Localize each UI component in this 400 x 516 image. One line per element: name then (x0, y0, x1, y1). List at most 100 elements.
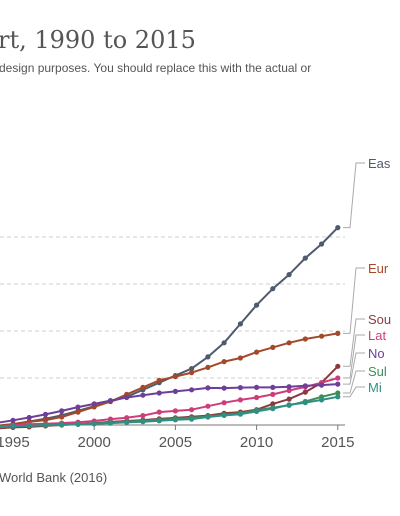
data-point (237, 385, 243, 391)
data-point (319, 241, 325, 247)
data-point (221, 340, 227, 346)
data-point (75, 404, 81, 410)
data-point (140, 392, 146, 398)
series-line (0, 395, 338, 429)
data-point (319, 397, 325, 403)
label-connector (343, 318, 365, 367)
data-point (59, 414, 65, 420)
data-point (91, 401, 97, 407)
data-point (42, 422, 49, 428)
data-point (237, 397, 243, 403)
chart-title: rt, 1990 to 2015 (0, 26, 196, 54)
data-point (140, 384, 146, 390)
data-point (237, 355, 243, 361)
x-axis: 1995 2000 2005 2010 2015 (0, 424, 354, 451)
data-point (335, 375, 341, 381)
data-point (172, 417, 178, 423)
data-point (254, 408, 260, 414)
data-point (335, 225, 341, 231)
data-point (335, 363, 341, 369)
label-connector (343, 162, 365, 229)
data-point (302, 383, 308, 389)
series-line (0, 377, 339, 428)
series-no (0, 381, 341, 424)
x-tick-label: 2000 (78, 434, 111, 451)
label-connector (343, 370, 365, 394)
data-point (172, 388, 178, 394)
data-point (302, 400, 308, 406)
data-point (59, 408, 65, 414)
data-point (10, 423, 16, 429)
data-point (172, 408, 178, 414)
data-point (205, 414, 211, 420)
data-point (107, 398, 113, 404)
data-point (286, 402, 292, 408)
series-mi (0, 394, 341, 429)
data-point (254, 302, 260, 308)
data-point (156, 377, 162, 383)
x-tick-label: 1995 (0, 434, 30, 451)
data-point (156, 390, 162, 396)
data-point (75, 421, 81, 427)
data-point (335, 394, 341, 400)
data-point (335, 330, 341, 336)
data-point (335, 390, 341, 396)
series-label: Lat (368, 328, 386, 343)
data-point (270, 391, 276, 397)
data-point (205, 354, 211, 360)
series-line (0, 226, 339, 427)
data-point (205, 364, 211, 370)
data-point (189, 366, 195, 372)
series-label: Sou (368, 312, 391, 327)
data-point (42, 417, 49, 423)
series-label: No (368, 346, 385, 361)
data-point (270, 344, 276, 350)
data-point (286, 387, 292, 394)
data-point (156, 409, 162, 415)
data-point (221, 412, 227, 418)
data-point (124, 394, 130, 401)
data-point (237, 411, 243, 417)
data-point (140, 413, 146, 419)
data-point (124, 415, 130, 421)
data-point (124, 419, 130, 425)
x-tick-label: 2010 (240, 434, 273, 451)
label-connector (343, 267, 365, 334)
data-point (319, 382, 325, 388)
series-label: Eur (368, 261, 389, 276)
data-point (205, 403, 211, 409)
data-point (302, 336, 308, 342)
label-connector (343, 352, 365, 385)
data-point (335, 381, 341, 387)
data-point (286, 384, 292, 390)
data-point (26, 423, 32, 429)
data-point (254, 384, 260, 390)
data-point (221, 400, 227, 406)
x-tick-label: 2015 (321, 434, 354, 451)
data-point (221, 385, 227, 391)
label-connector (343, 334, 365, 379)
data-point (189, 416, 195, 422)
data-point (270, 401, 276, 407)
series-label: Eas (368, 156, 391, 171)
series-label: Mi (368, 380, 382, 395)
x-tick-label: 2005 (159, 434, 192, 451)
data-point (302, 255, 308, 261)
data-point (221, 359, 227, 365)
data-point (319, 333, 325, 339)
data-point (189, 370, 195, 376)
data-point (270, 406, 276, 412)
data-point (254, 349, 260, 355)
chart-subtitle: design purposes. You should replace this… (0, 61, 311, 75)
data-point (286, 340, 292, 346)
data-point (172, 374, 178, 380)
source-note: World Bank (2016) (0, 470, 107, 485)
series-label: Sul (368, 364, 387, 379)
data-point (189, 387, 195, 393)
data-point (10, 417, 16, 423)
gridlines (0, 236, 345, 379)
data-point (107, 420, 113, 426)
data-point (270, 384, 276, 390)
